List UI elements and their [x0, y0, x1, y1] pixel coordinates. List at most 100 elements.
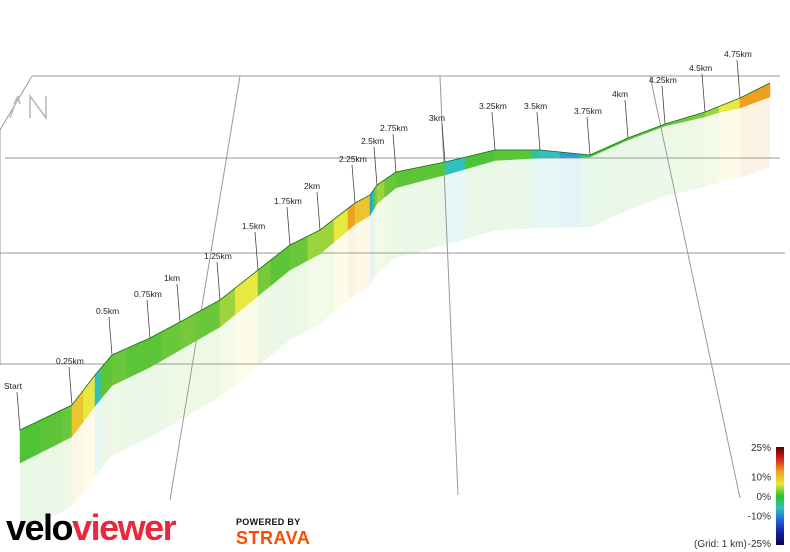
- ribbon-shadow-segment: [196, 327, 220, 411]
- grid-line-vertical-1: [439, 75, 459, 496]
- ribbon-segment: [530, 149, 541, 159]
- distance-marker-tick: [701, 73, 706, 113]
- ribbon-shadow-segment: [270, 270, 290, 356]
- distance-marker-tick: [441, 123, 446, 163]
- distance-marker-tick: [176, 283, 181, 323]
- ribbon-shadow-segment: [605, 140, 628, 221]
- distance-marker-tick: [146, 299, 151, 339]
- distance-marker-label: 1.25km: [204, 251, 232, 261]
- distance-marker-label: 2.5km: [361, 136, 384, 146]
- ribbon-shadow-segment: [348, 224, 355, 301]
- powered-by-text: POWERED BY: [236, 517, 301, 527]
- ribbon-shadow-segment: [665, 120, 689, 196]
- distance-marker-label: 4km: [612, 89, 628, 99]
- distance-marker-label: 0.25km: [56, 356, 84, 366]
- ribbon-shadow-segment: [531, 158, 540, 229]
- distance-marker-tick: [16, 391, 21, 431]
- ribbon-shadow-segment: [384, 187, 396, 268]
- ribbon-shadow-segment: [95, 399, 101, 477]
- ribbon-shadow-segment: [308, 254, 320, 331]
- distance-marker-label: 4.5km: [689, 63, 712, 73]
- ribbon-shadow-segment: [72, 421, 84, 507]
- distance-marker-label: 0.5km: [96, 306, 119, 316]
- ribbon-shadow-segment: [150, 360, 162, 438]
- ribbon-shadow-segment: [590, 150, 606, 227]
- ribbon-shadow-segment: [40, 442, 62, 523]
- distance-marker-label: 0.75km: [134, 289, 162, 299]
- ribbon-shadow-segment: [689, 116, 705, 191]
- distance-marker-tick: [351, 164, 356, 204]
- ribbon-shadow-segment: [465, 160, 495, 240]
- ribbon-shadow-segment: [628, 131, 651, 210]
- distance-marker-tick: [68, 366, 73, 406]
- distance-marker-tick: [108, 316, 113, 356]
- grid-line-vertical-2: [649, 75, 741, 499]
- ribbon-segment: [61, 404, 73, 443]
- grid-scale-note: (Grid: 1 km): [694, 539, 747, 550]
- ribbon-shadow-segment: [719, 108, 740, 183]
- ribbon-shadow-segment: [705, 112, 719, 187]
- distance-marker-tick: [373, 146, 378, 186]
- ribbon-shadow-segment: [290, 260, 308, 340]
- distance-marker-label: 3km: [429, 113, 445, 123]
- logo-viewer-text: viewer: [72, 507, 177, 548]
- ribbon-shadow-segment: [540, 157, 560, 228]
- distance-marker-label: 4.25km: [649, 75, 677, 85]
- ribbon-shadow-segment: [162, 350, 180, 431]
- distance-marker-tick: [586, 116, 591, 156]
- distance-marker-tick: [216, 261, 221, 301]
- ribbon-shadow-segment: [258, 285, 271, 366]
- ribbon-shadow-segment: [372, 207, 375, 282]
- gradient-legend-label: -10%: [748, 512, 771, 523]
- logo-velo-text: velo: [6, 507, 74, 548]
- distance-marker-tick: [316, 191, 321, 231]
- ribbon-top-edge: [19, 82, 771, 431]
- ribbon-shadow-segment: [650, 126, 665, 202]
- distance-marker-tick: [491, 111, 496, 151]
- distance-marker-label: Start: [4, 381, 23, 391]
- ribbon-shadow-segment: [374, 203, 377, 278]
- distance-marker-tick: [624, 99, 629, 139]
- distance-marker-label: 3.25km: [479, 101, 507, 111]
- ribbon-segment: [494, 149, 514, 161]
- ribbon-shadow-segment: [112, 378, 128, 456]
- ribbon-shadow-segment: [61, 436, 72, 512]
- ribbon-shadow-segment: [127, 367, 150, 449]
- distance-marker-label: 1.5km: [242, 221, 265, 231]
- ribbon-shadow-segment: [220, 314, 236, 397]
- gradient-legend-label: 0%: [757, 492, 772, 503]
- distance-marker-label: 1.75km: [274, 196, 302, 206]
- distance-marker-tick: [286, 206, 291, 246]
- distance-marker-tick: [254, 231, 259, 271]
- ribbon-shadow-segment: [377, 197, 385, 274]
- ribbon-shadow-segment: [370, 211, 373, 286]
- gradient-legend: 25% 10% 0% -10% -25%: [748, 443, 784, 550]
- strava-logo: STRAVA: [236, 528, 311, 548]
- grid-line-vertical-0: [169, 75, 241, 501]
- ribbon-shadow-segment: [180, 340, 196, 420]
- gradient-legend-label: -25%: [748, 539, 771, 550]
- gradient-legend-label: 25%: [751, 443, 771, 454]
- ribbon-shadow-segment: [235, 296, 258, 385]
- ribbon-shadow-segment: [320, 242, 334, 324]
- distance-marker-label: 2.75km: [380, 123, 408, 133]
- distance-marker-label: 3.75km: [574, 106, 602, 116]
- ribbon-shadow-segment: [100, 385, 112, 470]
- distance-marker-label: 4.75km: [724, 49, 752, 59]
- distance-marker-label: 3.5km: [524, 101, 547, 111]
- distance-marker-label: 1km: [164, 273, 180, 283]
- ribbon-shadow-segment: [445, 169, 465, 245]
- ribbon-segment: [369, 190, 373, 217]
- elevation-ribbon: [19, 82, 771, 533]
- ribbon-shadow-segment: [355, 215, 370, 295]
- distance-marker-tick: [736, 59, 741, 99]
- distance-marker-label: 2km: [304, 181, 320, 191]
- ribbon-shadow-segment: [513, 158, 531, 230]
- ribbon-shadow-segment: [740, 97, 770, 178]
- distance-marker-tick: [392, 133, 397, 173]
- ribbon-shadow-segment: [396, 180, 426, 258]
- ribbon-shadow-segment: [425, 175, 445, 250]
- ribbon-shadow-segment: [83, 406, 95, 492]
